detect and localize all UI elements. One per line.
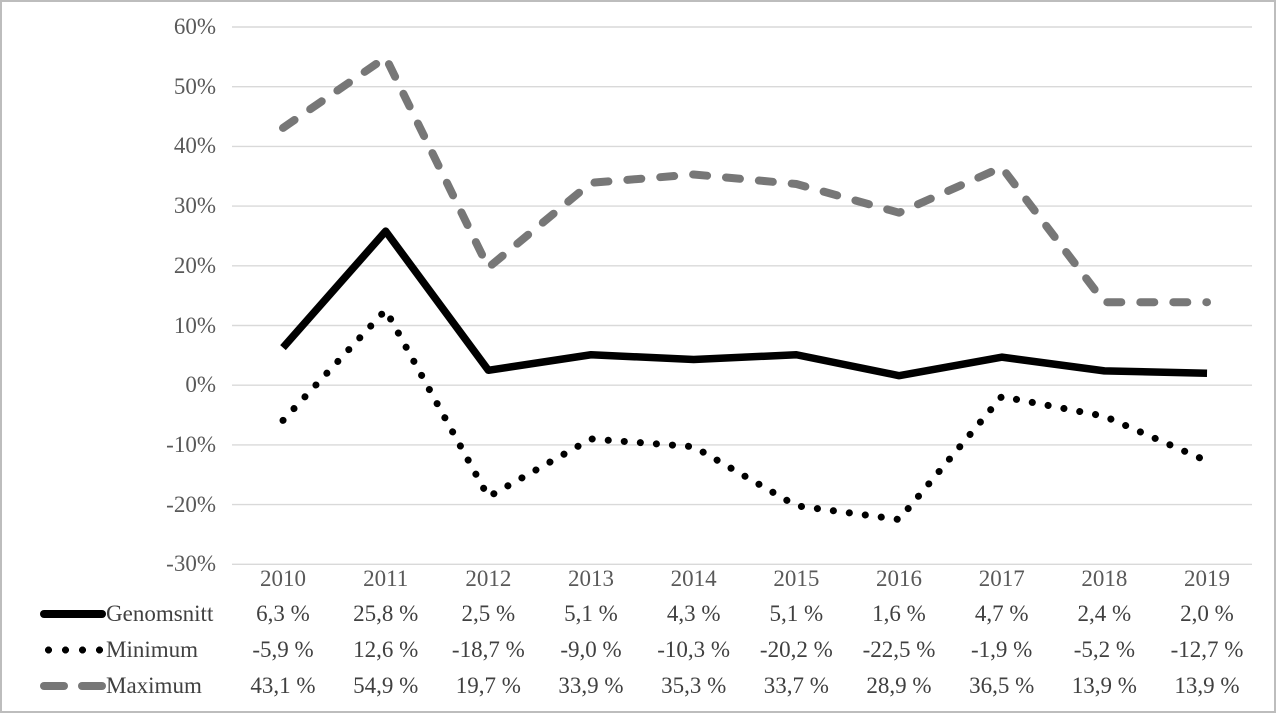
year-label-2014: 2014 xyxy=(670,566,717,591)
value-cell-genomsnitt-2019: 2,0 % xyxy=(1180,601,1234,626)
y-axis-tick-label: 50% xyxy=(173,73,216,99)
value-cell-maximum-2017: 36,5 % xyxy=(969,673,1035,698)
value-cell-maximum-2010: 43,1 % xyxy=(250,673,316,698)
value-cell-minimum-2014: -10,3 % xyxy=(657,637,731,662)
value-cell-minimum-2013: -9,0 % xyxy=(560,637,622,662)
value-cell-maximum-2014: 35,3 % xyxy=(661,673,727,698)
year-label-2016: 2016 xyxy=(876,566,923,591)
value-cell-genomsnitt-2016: 1,6 % xyxy=(872,601,926,626)
legend-dotted-line-icon xyxy=(40,646,108,654)
series-line-genomsnitt xyxy=(280,227,1208,380)
legend-label-minimum: Minimum xyxy=(106,637,199,662)
year-label-2017: 2017 xyxy=(978,566,1025,591)
value-cell-maximum-2013: 33,9 % xyxy=(558,673,624,698)
value-cell-genomsnitt-2011: 25,8 % xyxy=(353,601,419,626)
series-line-minimum xyxy=(279,306,1211,524)
value-cell-minimum-2019: -12,7 % xyxy=(1170,637,1244,662)
value-cell-maximum-2012: 19,7 % xyxy=(455,673,521,698)
legend-dashed-line-icon xyxy=(40,682,68,690)
value-cell-maximum-2015: 33,7 % xyxy=(763,673,829,698)
value-cell-minimum-2017: -1,9 % xyxy=(971,637,1033,662)
y-axis-tick-label: 0% xyxy=(185,372,216,398)
year-label-2010: 2010 xyxy=(260,566,306,591)
legend-table-row-minimum: Minimum -5,9 % 12,6 % -18,7 % -9,0 % -10,3 %… xyxy=(2,635,1274,665)
value-cell-minimum-2011: 12,6 % xyxy=(353,637,419,662)
year-label-2019: 2019 xyxy=(1184,566,1231,591)
value-cell-genomsnitt-2012: 2,5 % xyxy=(461,601,516,626)
legend-solid-line-icon xyxy=(40,610,106,618)
series-line-maximum xyxy=(279,53,1212,307)
value-cell-maximum-2011: 54,9 % xyxy=(353,673,419,698)
year-label-2015: 2015 xyxy=(773,566,820,591)
value-cell-genomsnitt-2010: 6,3 % xyxy=(256,601,310,626)
value-cell-maximum-2019: 13,9 % xyxy=(1174,673,1240,698)
value-cell-minimum-2018: -5,2 % xyxy=(1073,637,1136,662)
y-axis-tick-label: -30% xyxy=(166,551,216,577)
value-cell-genomsnitt-2014: 4,3 % xyxy=(666,601,721,626)
value-cell-genomsnitt-2017: 4,7 % xyxy=(974,601,1029,626)
y-axis-tick-label: 60% xyxy=(173,14,216,39)
value-cell-genomsnitt-2018: 2,4 % xyxy=(1077,601,1132,626)
y-axis-tick-label: 10% xyxy=(173,312,216,338)
year-label-2018: 2018 xyxy=(1081,566,1128,591)
legend-label-maximum: Maximum xyxy=(106,673,202,698)
legend-table-row-genomsnitt: Genomsnitt 6,3 % 25,8 % 2,5 % 5,1 % 4,3 % 5,1… xyxy=(2,599,1274,629)
y-axis-tick-label: 40% xyxy=(173,133,216,159)
y-axis-tick-label: 20% xyxy=(173,252,216,278)
legend-table-row-maximum: Maximum 43,1 % 54,9 % 19,7 % 33,9 % 35,3 % 33… xyxy=(2,671,1274,701)
year-label-2011: 2011 xyxy=(363,566,409,591)
y-axis-tick-label: 30% xyxy=(173,193,216,219)
value-cell-minimum-2016: -22,5 % xyxy=(862,637,936,662)
legend-label-genomsnitt: Genomsnitt xyxy=(106,601,214,626)
y-axis-tick-label: -10% xyxy=(166,431,216,457)
value-cell-maximum-2016: 28,9 % xyxy=(866,673,932,698)
year-label-2013: 2013 xyxy=(568,566,614,591)
value-cell-minimum-2010: -5,9 % xyxy=(252,637,314,662)
value-cell-genomsnitt-2013: 5,1 % xyxy=(564,601,618,626)
value-cell-minimum-2012: -18,7 % xyxy=(451,637,525,662)
value-cell-minimum-2015: -20,2 % xyxy=(759,637,833,662)
value-cell-maximum-2018: 13,9 % xyxy=(1071,673,1137,698)
year-label-2012: 2012 xyxy=(465,566,512,591)
y-axis-tick-label: -20% xyxy=(166,491,216,517)
value-cell-genomsnitt-2015: 5,1 % xyxy=(769,601,824,626)
